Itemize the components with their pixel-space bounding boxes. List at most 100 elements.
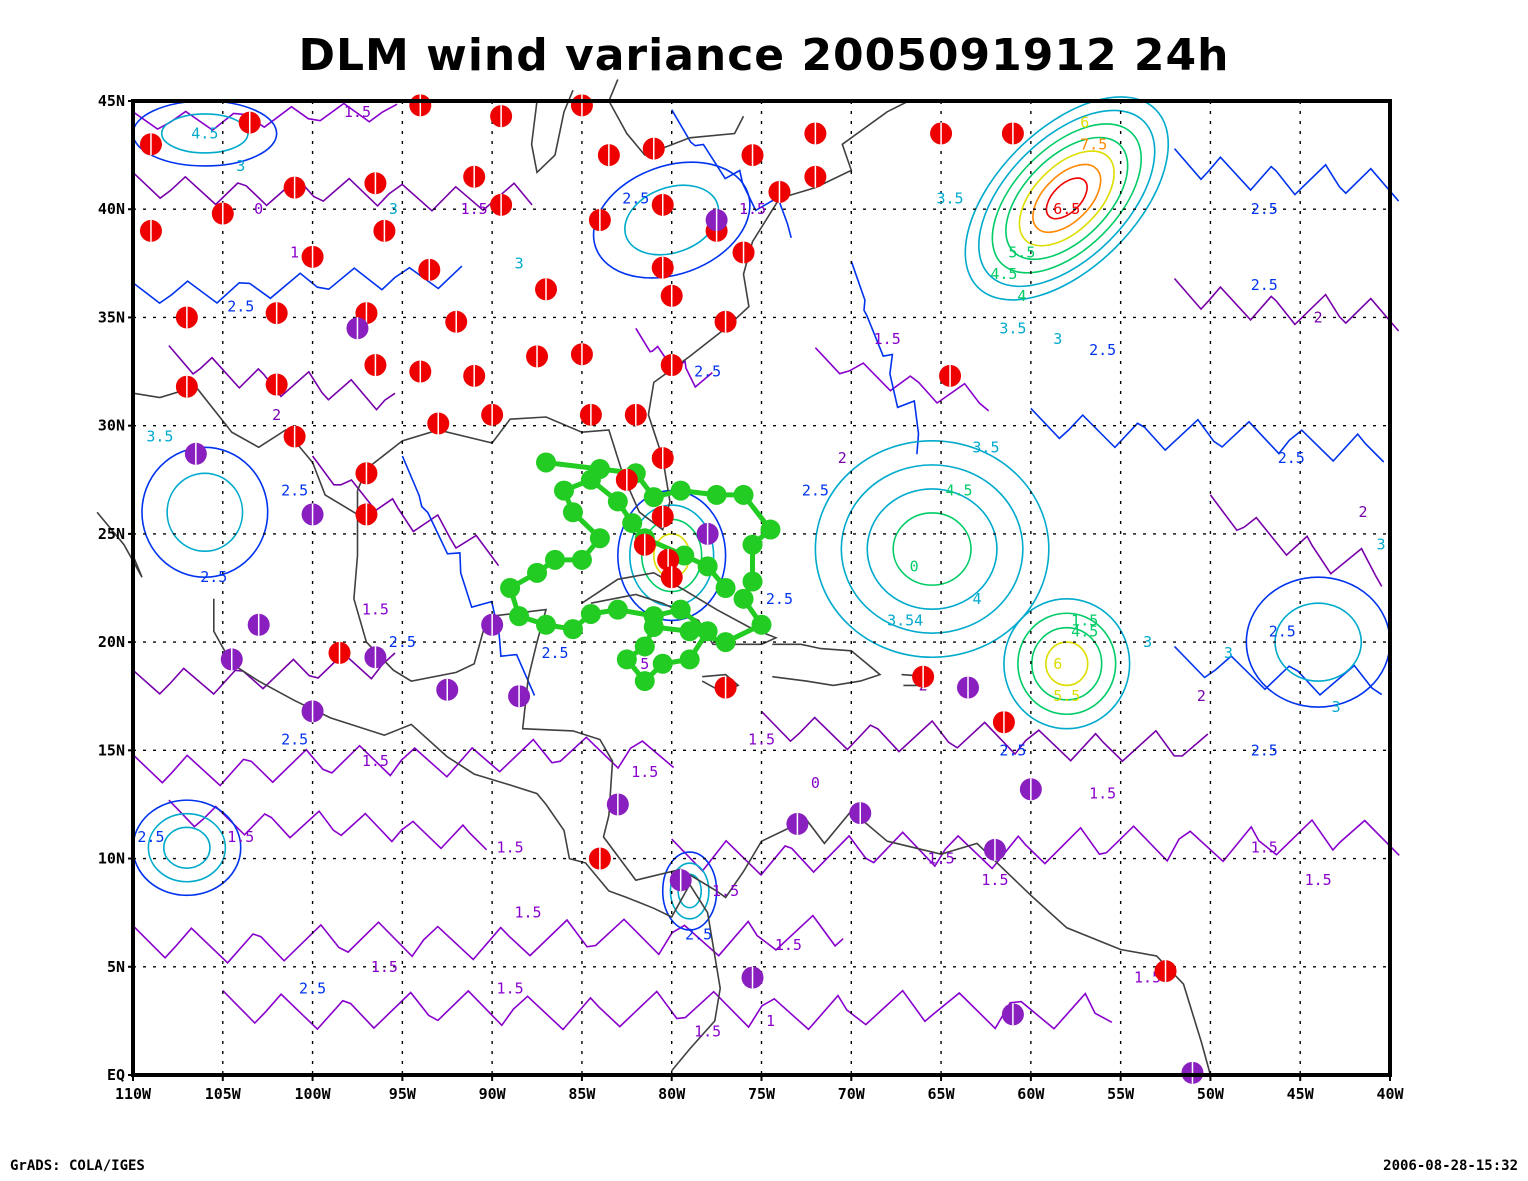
track-point bbox=[697, 556, 718, 577]
contour-label: 1.5 bbox=[631, 763, 658, 781]
track-point bbox=[733, 588, 754, 609]
contour-line bbox=[814, 347, 990, 412]
contour-ring bbox=[1274, 602, 1363, 682]
coastline bbox=[581, 571, 778, 646]
coastline bbox=[530, 89, 574, 174]
contour-ring bbox=[141, 446, 269, 578]
track-point bbox=[679, 621, 700, 642]
track-point bbox=[670, 599, 691, 620]
track-point bbox=[607, 491, 628, 512]
track-point bbox=[715, 632, 736, 653]
contour-label: 2.5 bbox=[1269, 622, 1296, 640]
contour-label: 1.5 bbox=[1305, 871, 1332, 889]
contour-line bbox=[1173, 645, 1383, 697]
contour-line bbox=[222, 989, 1113, 1031]
footer-timestamp: 2006-08-28-15:32 bbox=[1383, 1158, 1518, 1174]
track-point bbox=[697, 621, 718, 642]
contour-label: 1.5 bbox=[1071, 611, 1098, 629]
y-tick-label: 15N bbox=[98, 741, 125, 759]
contour-line bbox=[1030, 407, 1385, 463]
contour-label: 6.5 bbox=[1053, 200, 1080, 218]
y-tick-label: 5N bbox=[107, 958, 125, 976]
x-tick-label: 105W bbox=[205, 1085, 242, 1103]
contour-ring bbox=[669, 862, 710, 920]
x-tick-label: 95W bbox=[389, 1085, 417, 1103]
contour-label: 7.5 bbox=[1080, 135, 1107, 153]
contour-label: 3 bbox=[1053, 330, 1062, 348]
contour-label: 1.5 bbox=[497, 839, 524, 857]
track-point bbox=[553, 480, 574, 501]
contour-label: 2.5 bbox=[694, 363, 721, 381]
contour-label: 2.5 bbox=[200, 568, 227, 586]
contour-label: 1.5 bbox=[362, 601, 389, 619]
track-point bbox=[634, 636, 655, 657]
track-point bbox=[751, 614, 772, 635]
contour-ring bbox=[1245, 576, 1391, 708]
track-point bbox=[679, 649, 700, 670]
contour-label: 2.5 bbox=[1251, 741, 1278, 759]
track-point bbox=[715, 578, 736, 598]
contour-ring bbox=[1031, 626, 1103, 701]
contour-label: 2 bbox=[1314, 308, 1323, 326]
contour-label: 2.5 bbox=[1251, 276, 1278, 294]
contour-label: 2.5 bbox=[227, 298, 254, 316]
contour-ring bbox=[592, 161, 751, 279]
track-point bbox=[562, 502, 583, 523]
contour-label: 1.5 bbox=[1089, 785, 1116, 803]
contour-label: 6 bbox=[1053, 655, 1062, 673]
axis-labels: 110W 105W 100W 95W 90W 85W 80W 75W 70W 65W 60W 55W 5… bbox=[98, 92, 1405, 1103]
contour-line bbox=[1173, 148, 1400, 202]
track-point bbox=[674, 545, 695, 566]
contour-ring bbox=[1032, 163, 1102, 234]
track-point bbox=[536, 614, 557, 635]
contour-ring bbox=[162, 826, 211, 869]
contour-line bbox=[671, 109, 792, 239]
contour-ring bbox=[892, 512, 972, 586]
contour-label: 1.5 bbox=[362, 752, 389, 770]
contour-line bbox=[168, 345, 396, 411]
contour-label: 1.5 bbox=[694, 1023, 721, 1041]
track-point bbox=[742, 534, 763, 555]
contour-label: 2 bbox=[838, 449, 847, 467]
contour-label: 4.5 bbox=[1071, 622, 1098, 640]
contour-label: 1 bbox=[766, 1012, 775, 1030]
contour-label: 5.5 bbox=[1053, 687, 1080, 705]
x-tick-label: 60W bbox=[1017, 1085, 1045, 1103]
contour-label: 3.5 bbox=[146, 427, 173, 445]
contour-ring bbox=[624, 184, 720, 256]
y-tick-label: 35N bbox=[98, 308, 125, 326]
contour-label: 3 bbox=[389, 200, 398, 218]
track-point bbox=[616, 649, 637, 670]
contour-label: 2.5 bbox=[1251, 200, 1278, 218]
storm-track bbox=[500, 452, 781, 692]
track-point bbox=[634, 671, 655, 692]
coastline-layer bbox=[96, 79, 1212, 1076]
contour-label: 3 bbox=[515, 254, 524, 272]
track-point bbox=[527, 562, 548, 583]
x-tick-label: 50W bbox=[1197, 1085, 1225, 1103]
x-tick-label: 65W bbox=[928, 1085, 956, 1103]
contour-label: 0 bbox=[910, 557, 919, 575]
y-tick-label: 30N bbox=[98, 417, 125, 435]
contour-line bbox=[1173, 277, 1400, 332]
track-point bbox=[622, 513, 643, 534]
contour-ring bbox=[978, 109, 1156, 288]
x-tick-label: 110W bbox=[115, 1085, 152, 1103]
x-tick-label: 45W bbox=[1287, 1085, 1315, 1103]
contour-line bbox=[760, 710, 1209, 763]
contour-line bbox=[132, 736, 675, 787]
contour-label: 2 bbox=[272, 406, 281, 424]
x-tick-label: 55W bbox=[1107, 1085, 1135, 1103]
contour-line bbox=[168, 799, 488, 851]
contour-layer bbox=[132, 96, 1400, 1031]
track-point bbox=[589, 528, 610, 549]
contour-ring bbox=[1045, 177, 1088, 220]
map-frame bbox=[131, 99, 1392, 1077]
contour-label: 3.5 bbox=[999, 319, 1026, 337]
contour-label: 3.5 bbox=[937, 189, 964, 207]
contour-label: 1.5 bbox=[981, 871, 1008, 889]
contour-ring bbox=[1005, 136, 1129, 261]
coastline bbox=[772, 643, 882, 687]
track-point bbox=[607, 599, 628, 620]
